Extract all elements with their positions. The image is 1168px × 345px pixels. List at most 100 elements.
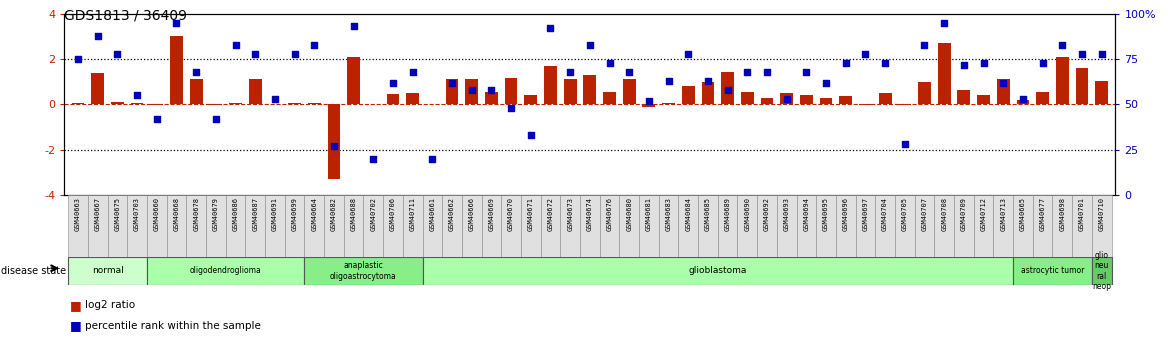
Bar	[918, 82, 931, 104]
Bar	[481, 195, 501, 257]
Point	[994, 80, 1013, 85]
Text: GSM40670: GSM40670	[508, 197, 514, 231]
Point	[265, 96, 284, 102]
Bar	[324, 195, 343, 257]
Bar	[737, 195, 757, 257]
Bar	[1096, 81, 1108, 104]
Text: GSM40666: GSM40666	[468, 197, 474, 231]
Bar	[1072, 195, 1092, 257]
Bar	[406, 93, 419, 104]
Bar	[915, 195, 934, 257]
Text: GSM40682: GSM40682	[331, 197, 336, 231]
Bar	[642, 104, 655, 107]
Bar	[363, 195, 383, 257]
Bar	[718, 195, 737, 257]
Bar	[564, 79, 577, 104]
Text: GSM40686: GSM40686	[232, 197, 238, 231]
Bar	[521, 195, 541, 257]
Bar	[327, 104, 340, 179]
Bar	[186, 195, 206, 257]
Point	[640, 98, 659, 104]
Bar	[147, 195, 167, 257]
Bar	[147, 257, 305, 285]
Text: glio
neu
ral
neop: glio neu ral neop	[1092, 251, 1111, 291]
Bar	[934, 195, 954, 257]
Text: GSM40692: GSM40692	[764, 197, 770, 231]
Bar	[171, 37, 183, 104]
Text: GSM40678: GSM40678	[193, 197, 199, 231]
Bar	[760, 98, 773, 104]
Bar	[209, 104, 222, 106]
Point	[778, 96, 797, 102]
Bar	[461, 195, 481, 257]
Text: GSM40660: GSM40660	[154, 197, 160, 231]
Bar	[88, 195, 107, 257]
Text: GSM40675: GSM40675	[114, 197, 120, 231]
Point	[974, 60, 993, 66]
Bar	[702, 82, 715, 104]
Text: GSM40708: GSM40708	[941, 197, 947, 231]
Bar	[189, 79, 202, 104]
Bar	[131, 103, 144, 104]
Bar	[836, 195, 856, 257]
Point	[659, 78, 677, 83]
Point	[443, 80, 461, 85]
Bar	[840, 97, 853, 104]
Point	[207, 116, 225, 122]
Point	[758, 69, 777, 75]
Bar	[800, 95, 813, 104]
Bar	[580, 195, 599, 257]
Bar	[958, 90, 971, 104]
Text: percentile rank within the sample: percentile rank within the sample	[85, 321, 262, 331]
Bar	[797, 195, 816, 257]
Point	[127, 92, 146, 98]
Text: GSM40674: GSM40674	[586, 197, 593, 231]
Point	[916, 42, 934, 47]
Bar	[544, 66, 557, 104]
Bar	[938, 43, 951, 104]
Text: GSM40688: GSM40688	[350, 197, 356, 231]
Point	[482, 87, 501, 92]
Point	[896, 141, 915, 147]
Point	[403, 69, 422, 75]
Text: disease state: disease state	[1, 266, 67, 276]
Text: GSM40690: GSM40690	[744, 197, 750, 231]
Point	[364, 156, 383, 161]
Text: ■: ■	[70, 299, 82, 312]
Bar	[659, 195, 679, 257]
Bar	[305, 257, 423, 285]
Bar	[265, 195, 285, 257]
Bar	[68, 257, 147, 285]
Text: GSM40703: GSM40703	[134, 197, 140, 231]
Bar	[698, 195, 718, 257]
Bar	[1016, 100, 1029, 104]
Point	[423, 156, 442, 161]
Bar	[994, 195, 1013, 257]
Bar	[111, 102, 124, 104]
Text: normal: normal	[91, 266, 124, 275]
Text: GSM40693: GSM40693	[784, 197, 790, 231]
Point	[1072, 51, 1091, 57]
Text: ■: ■	[70, 319, 82, 333]
Bar	[446, 79, 458, 104]
Bar	[816, 195, 836, 257]
Point	[521, 132, 540, 138]
Point	[541, 26, 559, 31]
Bar	[878, 93, 891, 104]
Point	[954, 62, 973, 67]
Point	[383, 80, 402, 85]
Bar	[206, 195, 225, 257]
Text: GSM40701: GSM40701	[1079, 197, 1085, 231]
Text: log2 ratio: log2 ratio	[85, 300, 135, 310]
Bar	[1052, 195, 1072, 257]
Text: oligodendroglioma: oligodendroglioma	[189, 266, 262, 275]
Bar	[856, 195, 875, 257]
Bar	[308, 103, 321, 104]
Bar	[541, 195, 561, 257]
Text: GSM40667: GSM40667	[95, 197, 100, 231]
Point	[580, 42, 599, 47]
Bar	[485, 92, 498, 104]
Text: GSM40665: GSM40665	[1020, 197, 1026, 231]
Text: GSM40694: GSM40694	[804, 197, 809, 231]
Text: GSM40679: GSM40679	[213, 197, 218, 231]
